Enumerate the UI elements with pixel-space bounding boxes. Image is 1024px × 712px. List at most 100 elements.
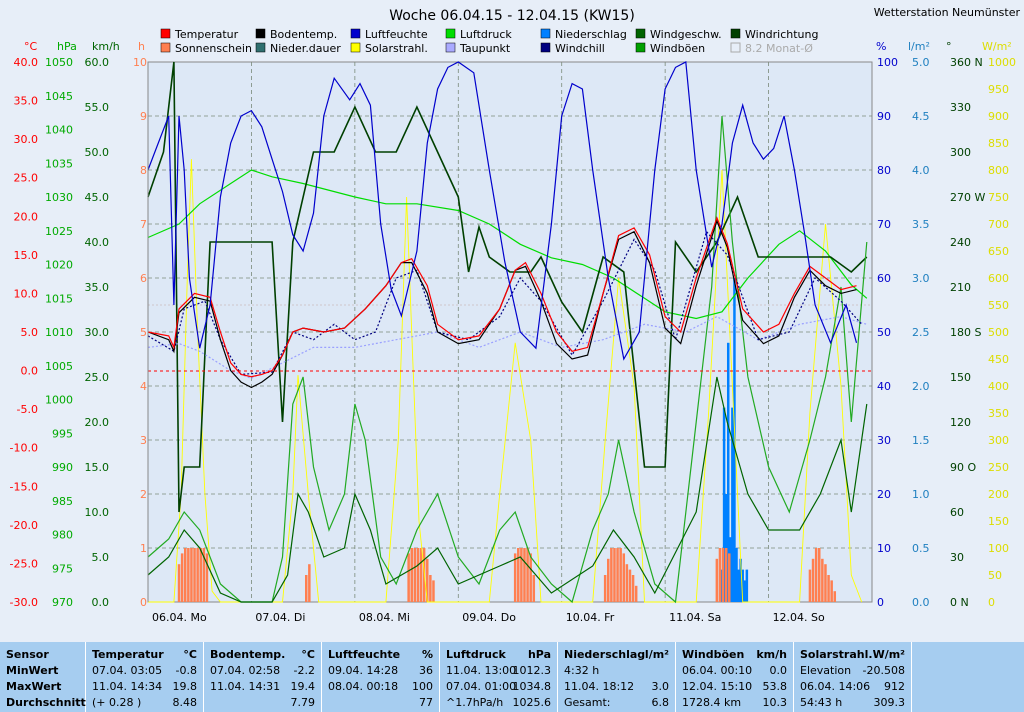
legend-swatch [730,28,741,39]
sensor-row-avg: Durchschnitt [6,696,86,709]
bar-sonnenschein [610,548,613,602]
stats-cell: % [421,648,433,661]
bar-sonnenschein [205,553,209,602]
dir-axis-tick: 300 [950,146,971,159]
stats-cell: Niederschlag [564,648,646,661]
temp-axis-tick: 20.0 [14,210,39,223]
temp-axis-tick: -5.0 [17,403,38,416]
stats-col-filler [912,642,1024,712]
bar-sonnenschein [202,548,206,602]
humidity-axis-tick: 90 [877,110,891,123]
bar-sonnenschein [426,558,429,602]
bar-sonnenschein [808,569,812,602]
bar-sonnenschein [432,580,435,602]
x-label: 11.04. Sa [669,611,721,624]
temp-axis-tick: 10.0 [14,287,39,300]
pressure-axis-tick: 985 [52,495,73,508]
stats-cell: km/h [756,648,787,661]
weather-chart: Woche 06.04.15 - 12.04.15 (KW15) Wetters… [10,6,1021,624]
series-temperatur [147,216,857,378]
humidity-axis-tick: 30 [877,434,891,447]
rain-axis-tick: 0.0 [912,596,930,609]
stats-cell: 06.04. 00:10 [682,664,753,677]
legend-label: Solarstrahl. [365,42,428,55]
humidity-axis-tick: 0 [877,596,884,609]
legend-label: Taupunkt [459,42,511,55]
wind-axis-tick: 30.0 [85,326,110,339]
bar-sonnenschein [824,564,827,602]
x-label: 08.04. Mi [359,611,410,624]
sun-axis-tick: 9 [140,110,147,123]
stats-cell: 4:32 h [564,664,600,677]
wind-axis-tick: 60.0 [85,56,110,69]
bar-sonnenschein [520,548,523,602]
bar-sonnenschein [616,548,619,602]
stats-cell: 7.79 [290,696,316,709]
bar-sonnenschein [631,575,635,602]
bar-sonnenschein [308,564,311,602]
rain-axis-tick: 3.5 [912,218,930,231]
bar-niederschlag [722,407,726,602]
sun-axis-tick: 1 [140,542,147,555]
bar-sonnenschein [407,553,410,602]
legend-label: Windgeschw. [650,28,722,41]
solar-axis-tick: 450 [988,353,1009,366]
bar-sonnenschein [532,575,536,602]
stats-table: Sensor MinWert MaxWert Durchschnitt Temp… [0,642,1024,712]
wind-axis-tick: 45.0 [85,191,110,204]
stats-cell: 1025.6 [512,696,552,709]
pressure-axis-tick: 1005 [45,360,73,373]
x-label: 12.04. So [773,611,825,624]
chart-title: Woche 06.04.15 - 12.04.15 (KW15) [389,8,635,24]
bar-sonnenschein [833,591,837,602]
x-label: 10.04. Fr [566,611,615,624]
stats-col-sensor: Sensor MinWert MaxWert Durchschnitt [0,642,86,712]
bar-sonnenschein [410,548,413,602]
wind-axis-tick: 20.0 [85,416,110,429]
rain-axis-tick: 3.0 [912,272,930,285]
bar-niederschlag [731,407,734,602]
stats-cell: 11.04. 18:12 [564,680,635,693]
wind-axis-tick: 55.0 [85,101,110,114]
pressure-axis-tick: 1045 [45,90,73,103]
humidity-axis-tick: 60 [877,272,891,285]
sun-axis-tick: 10 [133,56,147,69]
sun-axis-tick: 8 [140,164,147,177]
sensor-row-max: MaxWert [6,680,62,693]
bar-sonnenschein [827,575,830,602]
axis-unit: °C [24,40,38,53]
x-axis-labels: 06.04. Mo 07.04. Di 08.04. Mi 09.04. Do 10.0… [152,611,825,624]
axis-unit: % [876,40,886,53]
stats-col-bodentemp: Bodentemp. °C 07.04. 02:58 -2.2 11.04. 14:31… [204,642,322,712]
rain-axis-tick: 2.5 [912,326,930,339]
bar-niederschlag [733,278,736,602]
bar-sonnenschein [622,553,626,602]
bar-sonnenschein [628,569,632,602]
dir-axis-tick: 120 [950,416,971,429]
legend-swatch [160,42,171,53]
rain-axis-tick: 2.0 [912,380,930,393]
wind-axis-tick: 25.0 [85,371,110,384]
bar-sonnenschein [187,548,190,602]
stats-cell: Luftdruck [446,648,506,661]
stats-cell: ^1.7hPa/h [446,696,504,709]
legend-label: 8.2 Monat-Ø [745,42,813,55]
sun-axis-tick: 7 [140,218,147,231]
stats-cell: 77 [419,696,433,709]
bar-sonnenschein [529,553,532,602]
dir-axis-tick: 360 N [950,56,983,69]
stats-cell: 07.04. 01:00 [446,680,517,693]
legend-swatch [540,42,551,53]
pressure-axis-tick: 975 [52,562,73,575]
axis-unit: hPa [57,40,77,53]
stats-col-temperatur: Temperatur °C 07.04. 03:05 -0.8 11.04. 14:34… [86,642,204,712]
stats-cell: 11.04. 14:31 [210,680,281,693]
legend-swatch [255,28,266,39]
humidity-axis-tick: 70 [877,218,891,231]
solar-axis-tick: 1000 [988,56,1016,69]
stats-cell: Windböen [682,648,745,661]
x-label: 09.04. Do [462,611,516,624]
x-label: 06.04. Mo [152,611,207,624]
bar-sonnenschein [183,548,187,602]
humidity-axis-tick: 20 [877,488,891,501]
